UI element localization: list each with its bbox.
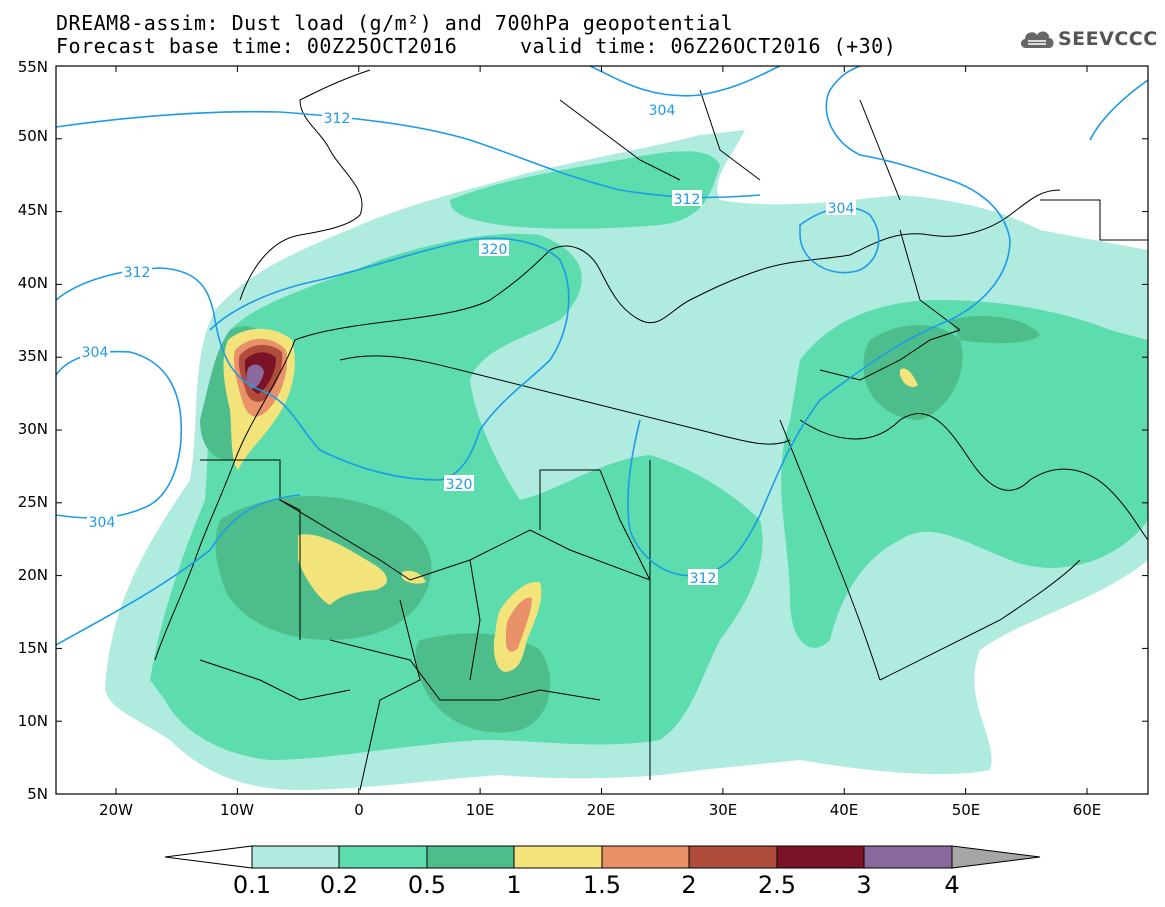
map-title-line-2: Forecast base time: 00Z25OCT2016 valid t… bbox=[56, 34, 897, 58]
colorbar-label: 0.2 bbox=[320, 871, 358, 899]
lon-label: 0 bbox=[354, 801, 364, 819]
lon-label: 50E bbox=[952, 801, 981, 819]
lon-label: 10W bbox=[220, 801, 254, 819]
colorbar-label: 2 bbox=[681, 871, 696, 899]
contour-label: 304 bbox=[649, 103, 676, 119]
axis-ticks bbox=[56, 65, 1148, 795]
lat-label: 30N bbox=[18, 420, 48, 438]
colorbar-swatch bbox=[601, 845, 690, 869]
colorbar-label: 2.5 bbox=[758, 871, 796, 899]
colorbar-high-arrow bbox=[951, 845, 1041, 869]
lon-label: 40E bbox=[830, 801, 859, 819]
colorbar-swatch bbox=[426, 845, 515, 869]
contour-label: 304 bbox=[828, 201, 855, 217]
lon-label: 10E bbox=[466, 801, 495, 819]
lat-label: 25N bbox=[18, 493, 48, 511]
longitude-labels: 20W 10W 0 10E 20E 30E 40E 50E 60E bbox=[99, 801, 1101, 819]
lon-label: 30E bbox=[709, 801, 738, 819]
lon-label: 20E bbox=[587, 801, 616, 819]
logo-text: SEEVCCC bbox=[1058, 28, 1158, 50]
colorbar-label: 0.5 bbox=[408, 871, 446, 899]
colorbar-swatch bbox=[338, 845, 428, 869]
contour-label: 320 bbox=[481, 242, 508, 258]
lat-label: 5N bbox=[27, 785, 48, 803]
contour-label: 312 bbox=[674, 192, 701, 208]
contour-labels: 312 304 312 304 320 312 304 304 320 312 bbox=[80, 101, 856, 587]
lon-label: 20W bbox=[99, 801, 133, 819]
lat-label: 20N bbox=[18, 566, 48, 584]
colorbar-label: 0.1 bbox=[233, 871, 271, 899]
colorbar-label: 1 bbox=[506, 871, 521, 899]
lat-label: 50N bbox=[18, 127, 48, 145]
latitude-labels: 55N 50N 45N 40N 35N 30N 25N 20N 15N 10N … bbox=[18, 58, 48, 803]
lat-label: 40N bbox=[18, 274, 48, 292]
contour-label: 312 bbox=[690, 571, 717, 587]
contour-label: 304 bbox=[89, 515, 116, 531]
lat-label: 35N bbox=[18, 347, 48, 365]
colorbar-label: 4 bbox=[944, 871, 959, 899]
dust-load-field bbox=[56, 66, 1148, 791]
colorbar-swatch bbox=[776, 845, 865, 869]
colorbar-swatch bbox=[688, 845, 778, 869]
lat-label: 10N bbox=[18, 712, 48, 730]
colorbar-swatch bbox=[251, 845, 340, 869]
colorbar-label: 3 bbox=[856, 871, 871, 899]
lat-label: 45N bbox=[18, 201, 48, 219]
colorbar-low-arrow bbox=[164, 845, 253, 869]
cloud-icon bbox=[1020, 31, 1054, 48]
colorbar-swatch bbox=[513, 845, 603, 869]
lon-label: 60E bbox=[1073, 801, 1102, 819]
lat-label: 15N bbox=[18, 639, 48, 657]
colorbar: 0.1 0.2 0.5 1 1.5 2 2.5 3 4 bbox=[164, 845, 1041, 899]
colorbar-swatch bbox=[863, 845, 953, 869]
seevccc-logo: SEEVCCC bbox=[1018, 24, 1157, 56]
contour-label: 304 bbox=[82, 345, 109, 361]
contour-label: 320 bbox=[446, 477, 473, 493]
map-title-line-1: DREAM8-assim: Dust load (g/m²) and 700hP… bbox=[56, 11, 734, 35]
lat-label: 55N bbox=[18, 58, 48, 76]
contour-label: 312 bbox=[324, 111, 351, 127]
contour-label: 312 bbox=[124, 265, 151, 281]
colorbar-label: 1.5 bbox=[583, 871, 621, 899]
